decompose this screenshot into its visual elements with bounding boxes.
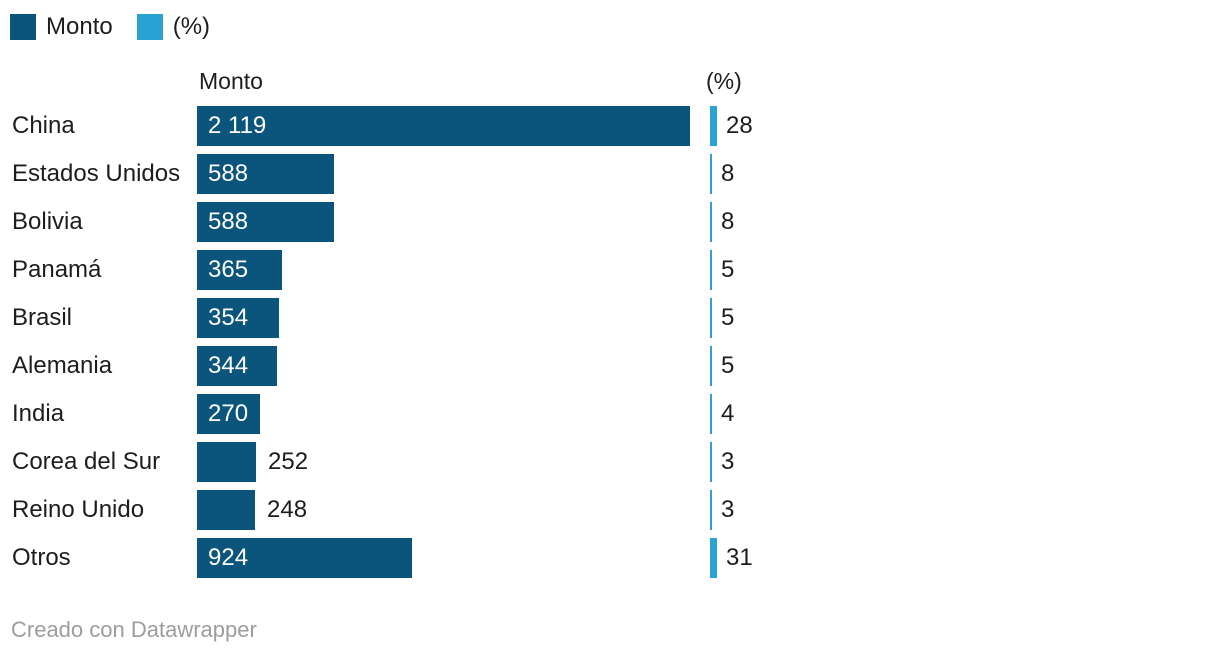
monto-value-label: 588 xyxy=(208,208,249,235)
category-label: Otros xyxy=(12,544,71,571)
monto-value-label: 365 xyxy=(208,256,249,283)
pct-legend-swatch xyxy=(136,14,163,40)
monto-bar xyxy=(197,394,260,434)
table-row: China 2 119 28 xyxy=(0,102,1220,150)
pct-bar xyxy=(710,250,712,290)
table-row: Otros 924 31 xyxy=(0,534,1220,582)
category-label: China xyxy=(12,112,75,139)
monto-bar xyxy=(197,202,334,242)
monto-bar xyxy=(197,346,277,386)
category-label: Estados Unidos xyxy=(12,160,181,187)
monto-bar xyxy=(197,298,279,338)
category-label: Panamá xyxy=(12,256,102,283)
monto-bar xyxy=(197,106,690,146)
monto-value-label: 924 xyxy=(208,544,249,571)
table-row: Corea del Sur 252 3 xyxy=(0,438,1220,486)
monto-bar xyxy=(197,154,334,194)
datawrapper-attribution-link[interactable]: Creado con Datawrapper xyxy=(11,617,257,642)
category-label: India xyxy=(12,400,65,427)
monto-legend-swatch xyxy=(10,14,36,40)
pct-value-label: 5 xyxy=(721,256,735,283)
pct-legend-label: (%) xyxy=(172,13,211,40)
pct-value-label: 3 xyxy=(721,496,735,523)
pct-value-label: 31 xyxy=(726,544,753,571)
pct-bar xyxy=(710,538,717,578)
monto-value-label: 252 xyxy=(268,448,309,475)
monto-value-label: 248 xyxy=(267,496,308,523)
pct-value-label: 28 xyxy=(726,112,753,139)
pct-value-label: 5 xyxy=(721,304,735,331)
monto-value-label: 588 xyxy=(208,160,249,187)
category-label: Alemania xyxy=(12,352,113,379)
pct-column-header: (%) xyxy=(706,68,742,94)
monto-bar xyxy=(197,538,412,578)
pct-bar xyxy=(710,394,712,434)
legend: Monto (%) xyxy=(10,14,234,40)
pct-value-label: 4 xyxy=(721,400,735,427)
monto-value-label: 344 xyxy=(208,352,249,379)
pct-bar xyxy=(710,202,712,242)
pct-value-label: 8 xyxy=(721,160,735,187)
category-label: Bolivia xyxy=(12,208,83,235)
category-label: Corea del Sur xyxy=(12,448,161,475)
table-row: Alemania 344 5 xyxy=(0,342,1220,390)
monto-legend-label: Monto xyxy=(46,13,113,40)
pct-bar xyxy=(710,346,712,386)
table-row: Brasil 354 5 xyxy=(0,294,1220,342)
table-row: Panamá 365 5 xyxy=(0,246,1220,294)
monto-column-header: Monto xyxy=(199,68,263,94)
category-label: Brasil xyxy=(12,304,73,331)
monto-bar xyxy=(197,250,282,290)
pct-bar xyxy=(710,106,717,146)
monto-bar xyxy=(197,490,255,530)
pct-value-label: 3 xyxy=(721,448,735,475)
table-row: India 270 4 xyxy=(0,390,1220,438)
monto-value-label: 2 119 xyxy=(208,112,267,139)
table-row: Estados Unidos 588 8 xyxy=(0,150,1220,198)
pct-bar xyxy=(710,490,712,530)
monto-value-label: 270 xyxy=(208,400,249,427)
pct-value-label: 5 xyxy=(721,352,735,379)
table-row: Bolivia 588 8 xyxy=(0,198,1220,246)
pct-bar xyxy=(710,442,712,482)
table-row: Reino Unido 248 3 xyxy=(0,486,1220,534)
monto-bar xyxy=(197,442,256,482)
legend-item-pct: (%) xyxy=(136,13,211,40)
legend-item-monto: Monto xyxy=(10,14,113,40)
monto-value-label: 354 xyxy=(208,304,249,331)
pct-bar xyxy=(710,298,712,338)
category-label: Reino Unido xyxy=(12,496,145,523)
pct-bar xyxy=(710,154,712,194)
pct-value-label: 8 xyxy=(721,208,735,235)
